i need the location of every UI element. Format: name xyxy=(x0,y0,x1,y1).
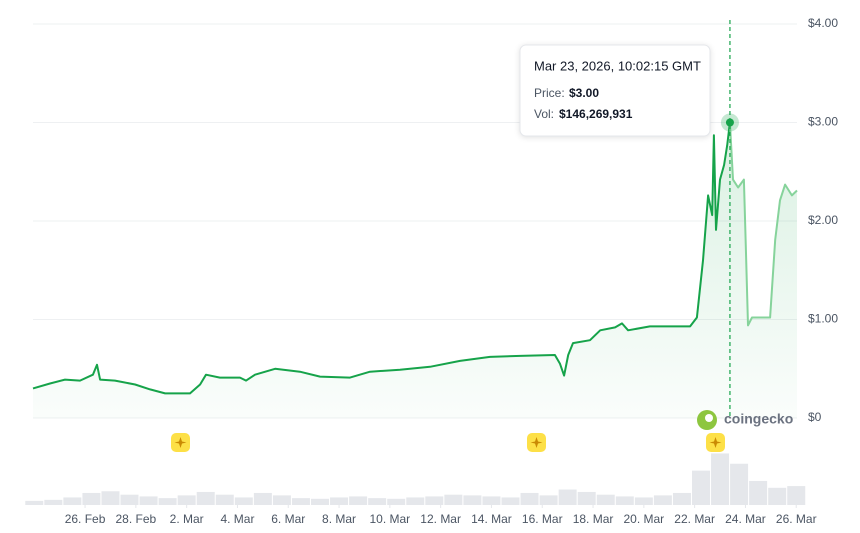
x-tick-label: 6. Mar xyxy=(271,512,305,526)
price xyxy=(32,122,798,418)
volume-bar xyxy=(482,496,501,505)
volume-bar xyxy=(596,494,615,505)
event-markers xyxy=(171,433,725,452)
volume-bar xyxy=(368,498,387,505)
price-line-after xyxy=(728,122,798,327)
volume-bar xyxy=(691,470,710,505)
volume-bar xyxy=(291,498,310,505)
grid: $0 $1.00 $2.00 $3.00 $4.00 26. Feb 28. Feb 2. M… xyxy=(33,16,838,526)
x-tick-label: 8. Mar xyxy=(322,512,356,526)
volume-bar xyxy=(25,500,44,505)
volume-bar xyxy=(177,495,196,505)
volume-bar xyxy=(711,453,730,505)
hover-point xyxy=(725,118,734,127)
x-tick-label: 20. Mar xyxy=(624,512,665,526)
y-tick-label: $2.00 xyxy=(808,213,838,227)
volume-bar xyxy=(82,492,101,505)
x-tick-label: 18. Mar xyxy=(573,512,614,526)
volume-bar xyxy=(101,491,120,505)
x-tick-label: 16. Mar xyxy=(522,512,563,526)
volume-bar xyxy=(406,497,425,505)
volume-bar xyxy=(311,498,330,505)
volume-bar xyxy=(463,495,482,505)
volume-bar xyxy=(653,495,672,505)
x-tick-label: 26. Feb xyxy=(65,512,106,526)
volume-bar xyxy=(768,487,787,505)
volume-bar xyxy=(44,499,63,505)
x-tick-label: 28. Feb xyxy=(116,512,157,526)
x-tick-label: 10. Mar xyxy=(370,512,411,526)
volume-bar xyxy=(158,498,177,505)
tooltip-vol-label: Vol: xyxy=(534,107,554,121)
volume-bar xyxy=(215,494,234,505)
volume-bar xyxy=(520,492,539,505)
tooltip: Mar 23, 2026, 10:02:15 GMT Price: $3.00 … xyxy=(519,44,711,137)
price-area xyxy=(33,122,797,418)
tooltip-price: $3.00 xyxy=(569,86,599,100)
volume-bar xyxy=(539,495,558,505)
volume-bar xyxy=(349,496,368,505)
price-line xyxy=(32,122,731,395)
volume-bar xyxy=(634,497,653,505)
x-tick-label: 2. Mar xyxy=(170,512,204,526)
volume-bar xyxy=(558,489,577,505)
y-tick-label: $4.00 xyxy=(808,16,838,30)
volume-bar xyxy=(387,498,406,505)
watermark: coingecko xyxy=(697,410,793,430)
volume-bar xyxy=(139,496,158,505)
volume-bar xyxy=(444,494,463,505)
volume-bar xyxy=(196,491,215,505)
volume-bar xyxy=(615,496,634,505)
volume-bar xyxy=(425,496,444,505)
x-tick-label: 4. Mar xyxy=(220,512,254,526)
volume-bar xyxy=(672,492,691,505)
volume-bar xyxy=(234,497,253,505)
volume-bar xyxy=(63,497,82,505)
volume-bar xyxy=(272,495,291,505)
x-tick-label: 24. Mar xyxy=(725,512,766,526)
volume-bar xyxy=(253,492,272,505)
volume-bar xyxy=(749,480,768,505)
watermark-text: coingecko xyxy=(724,411,793,427)
tooltip-vol: $146,269,931 xyxy=(559,107,633,121)
x-tick-label: 12. Mar xyxy=(420,512,461,526)
volume-bar xyxy=(120,494,139,505)
hover xyxy=(720,20,739,418)
volume-bar xyxy=(787,486,806,505)
volume-bar xyxy=(577,491,596,505)
volume-bar xyxy=(501,497,520,505)
y-tick-label: $0 xyxy=(808,410,822,424)
volume xyxy=(25,453,806,505)
x-tick-label: 26. Mar xyxy=(776,512,817,526)
tooltip-date: Mar 23, 2026, 10:02:15 GMT xyxy=(534,58,701,73)
volume-bar xyxy=(330,497,349,505)
x-tick-label: 22. Mar xyxy=(674,512,715,526)
volume-bar xyxy=(730,463,749,505)
y-tick-label: $1.00 xyxy=(808,312,838,326)
y-tick-label: $3.00 xyxy=(808,115,838,129)
x-tick-label: 14. Mar xyxy=(471,512,512,526)
tooltip-price-label: Price: xyxy=(534,86,565,100)
